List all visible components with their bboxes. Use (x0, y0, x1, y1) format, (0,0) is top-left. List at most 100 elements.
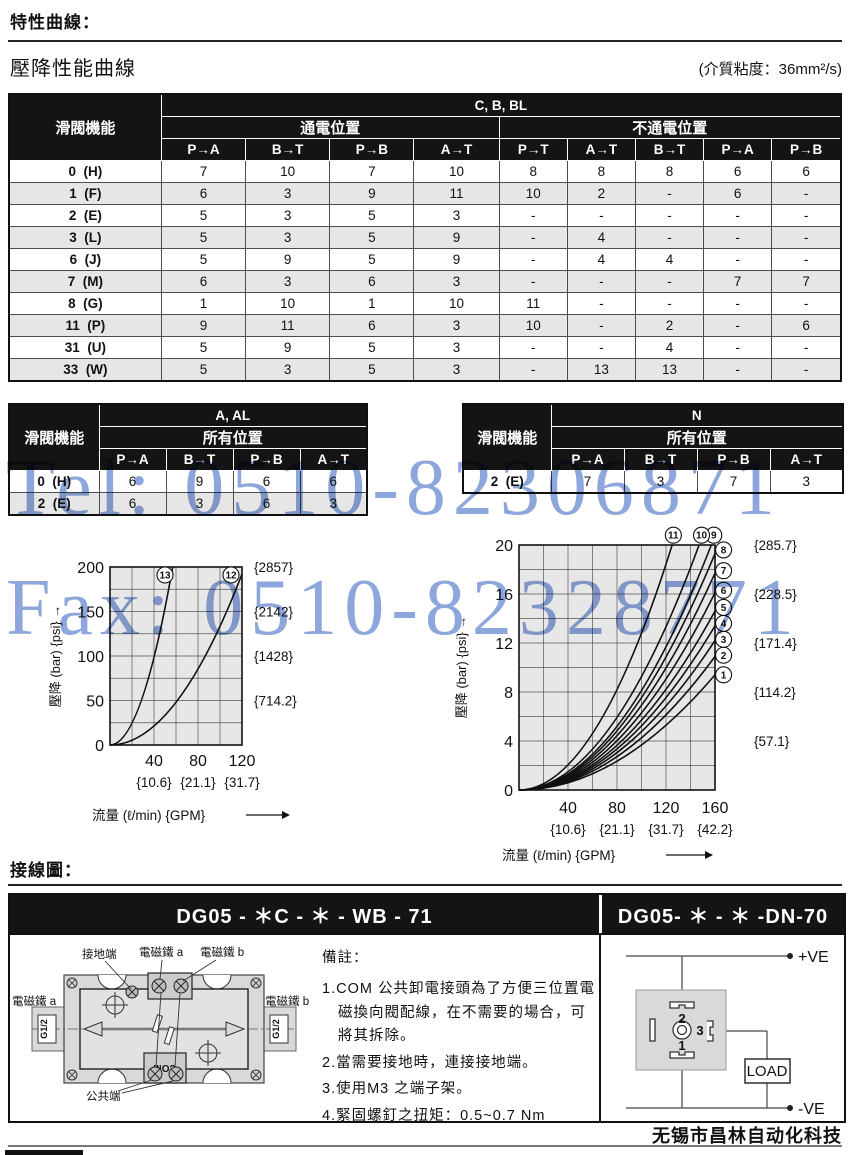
y-psi-label: {2142} (254, 605, 294, 620)
note-item: 2.當需要接地時，連接接地端。 (322, 1054, 538, 1071)
curve-number-circle (222, 566, 240, 584)
value-cell: 4 (634, 336, 705, 359)
x-axis-label: 流量 (ℓ/min) {GPM} (92, 808, 206, 823)
spool-function-header: 滑閥機能 (462, 403, 552, 471)
common-terminal-label: 公共端 (86, 1090, 121, 1103)
value-cell: 5 (329, 226, 415, 249)
value-cell: 10 (245, 160, 331, 183)
col-header: A→T (413, 138, 500, 161)
table-row: 1 (F) 6 3 9 11 10 2-6- (8, 182, 842, 205)
com-screws (147, 1066, 184, 1082)
y-tick-label: 20 (495, 538, 513, 555)
value-cell: - (566, 292, 636, 315)
value-cell: 4 (634, 248, 705, 271)
ground-screw (125, 985, 139, 999)
value-cell: 7 (550, 470, 625, 494)
group-header: A, AL (98, 403, 368, 427)
table-row: 6 (J) 5 9 5 9-4 4- - (8, 248, 842, 271)
y-tick-label: 50 (86, 694, 104, 711)
energized-header: 通電位置 (160, 116, 500, 139)
col-header: P→A (160, 138, 247, 161)
col-header: A→T (566, 138, 636, 161)
y-tick-label: 12 (495, 636, 513, 653)
col-header: P→B (771, 138, 842, 161)
curve-number: 6 (721, 586, 727, 597)
x-axis-label: 流量 (ℓ/min) {GPM} (502, 848, 616, 863)
wiring-section-title: 接線圖： (10, 861, 82, 880)
value-cell: - (771, 358, 842, 382)
pressure-drop-table-aal: 滑閥機能 A, AL 所有位置 P→A B→T P→B A→T 0 (H) 6 9 6 6 2 … (8, 403, 368, 516)
value-cell: 5 (329, 336, 415, 359)
wiring-header-dn70: DG05- ＊ - ＊ -DN-70 (602, 895, 844, 933)
curve-13 (109, 566, 174, 746)
y-tick-label: 4 (504, 734, 513, 751)
col-header: P→A (98, 448, 167, 471)
curve-number: 4 (721, 619, 727, 630)
deenergized-header: 不通電位置 (498, 116, 842, 139)
value-cell: - (498, 336, 568, 359)
valve-terminal-diagram: COM G1/2 G1/2 接地端 電磁鐵 a 電磁 (12, 945, 309, 1103)
spool-function-cell: 7 (M) (8, 270, 162, 293)
value-cell: 6 (232, 492, 301, 516)
curve-number: 1 (721, 670, 727, 681)
spool-function-cell: 0 (H) (8, 160, 162, 183)
curve-11 (518, 544, 673, 791)
value-cell: - (771, 182, 842, 205)
y-axis-label: 壓降 (bar) {psi} → (454, 616, 469, 719)
x-tick-label: 40 (145, 753, 163, 770)
curve-12 (109, 573, 243, 746)
col-header: B→T (634, 138, 705, 161)
curve-number-circle (156, 566, 174, 584)
curve-number-circle (715, 581, 733, 599)
col-header: B→T (165, 448, 234, 471)
value-cell: 1 (329, 292, 415, 315)
value-cell: 9 (329, 182, 415, 205)
divider (8, 40, 842, 42)
value-cell: 3 (245, 226, 331, 249)
value-cell: - (771, 292, 842, 315)
solenoid-a-top-label: 電磁鐵 a (139, 945, 184, 959)
load-box (744, 1058, 791, 1084)
table-row: 31 (U) 5 9 5 3- -4- - (8, 336, 842, 359)
value-cell: 3 (413, 336, 500, 359)
y-tick-label: 8 (504, 685, 513, 702)
y-psi-label: {171.4} (754, 636, 797, 651)
x-gpm-label: {31.7} (648, 822, 684, 837)
value-cell: - (771, 336, 842, 359)
g12-box-left (37, 1014, 57, 1044)
value-cell: 10 (498, 182, 568, 205)
value-cell: - (703, 226, 773, 249)
value-cell: 11 (498, 292, 568, 315)
value-cell: - (771, 226, 842, 249)
value-cell: - (703, 248, 773, 271)
plot-border (518, 544, 716, 791)
pressure-drop-table-cbbl: 滑閥機能 C, B, BL 通電位置 不通電位置 P→A B→T P→B A→T P→T… (8, 93, 842, 382)
spool-function-cell: 1 (F) (8, 182, 162, 205)
value-cell: 3 (413, 204, 500, 227)
value-cell: 6 (703, 160, 773, 183)
x-gpm-label: {42.2} (697, 822, 733, 837)
value-cell: - (498, 270, 568, 293)
col-header: P→T (498, 138, 568, 161)
value-cell: 3 (413, 270, 500, 293)
circuit-lines (626, 955, 790, 1109)
value-cell: 9 (245, 248, 331, 271)
connector-pins (649, 1001, 714, 1059)
value-cell: - (566, 314, 636, 337)
y-tick-label: 0 (95, 738, 104, 755)
wiring-table: DG05 - ＊C - ＊ - WB - 71 DG05- ＊ - ＊ -DN-… (8, 893, 846, 1124)
spool-function-cell: 0 (H) (8, 470, 100, 493)
value-cell: 5 (160, 226, 247, 249)
divider (8, 884, 842, 886)
table-row: 7 (M) 6 3 6 3- - -7 7 (8, 270, 842, 293)
table-row: 2 (E) 7 3 7 3 (462, 470, 844, 494)
y-tick-label: 16 (495, 587, 513, 604)
x-tick-label: 120 (229, 753, 256, 770)
group-header: C, B, BL (160, 93, 842, 117)
y-tick-label: 150 (77, 605, 104, 622)
x-tick-label: 80 (189, 753, 207, 770)
curve-number: 8 (721, 545, 727, 556)
pin1-label: 1 (678, 1038, 685, 1053)
value-cell: 7 (771, 270, 842, 293)
